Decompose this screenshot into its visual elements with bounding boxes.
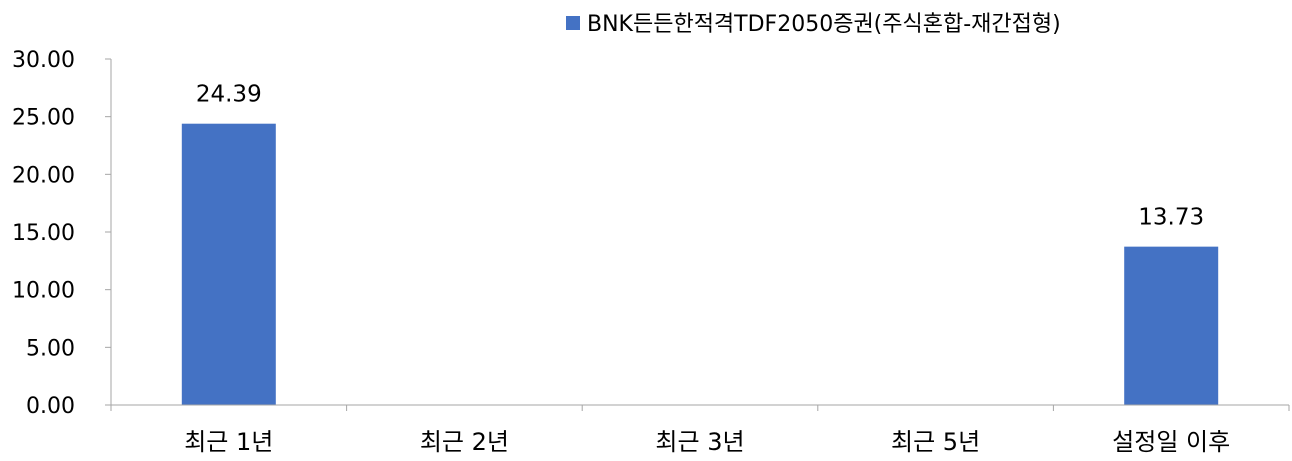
bar [1124, 246, 1219, 405]
data-label: 13.73 [1138, 205, 1204, 231]
y-tick-label: 20.00 [12, 163, 75, 188]
x-tick-label: 최근 2년 [420, 428, 509, 456]
x-tick-label: 최근 5년 [891, 428, 980, 456]
x-tick-label: 최근 1년 [184, 428, 273, 456]
legend-label: BNK든든한적격TDF2050증권(주식혼합-재간접형) [587, 12, 1061, 37]
legend-swatch [566, 16, 580, 30]
y-tick-label: 10.00 [12, 279, 75, 304]
data-labels: 24.39 13.73 [196, 82, 1204, 231]
y-tick-label: 15.00 [12, 221, 75, 246]
legend: BNK든든한적격TDF2050증권(주식혼합-재간접형) [566, 12, 1061, 37]
x-tick-label: 설정일 이후 [1112, 428, 1230, 456]
y-tick-label: 30.00 [12, 48, 75, 73]
y-tick-label: 0.00 [26, 394, 75, 419]
y-tick-label: 25.00 [12, 106, 75, 131]
bars [181, 123, 1219, 406]
x-axis: 최근 1년 최근 2년 최근 3년 최근 5년 설정일 이후 [110, 404, 1290, 456]
data-label: 24.39 [196, 82, 262, 108]
y-tick-label: 5.00 [26, 336, 75, 361]
x-tick-label: 최근 3년 [655, 428, 744, 456]
bar [181, 123, 276, 406]
y-axis: 0.00 5.00 10.00 15.00 20.00 25.00 30.00 [12, 48, 112, 419]
